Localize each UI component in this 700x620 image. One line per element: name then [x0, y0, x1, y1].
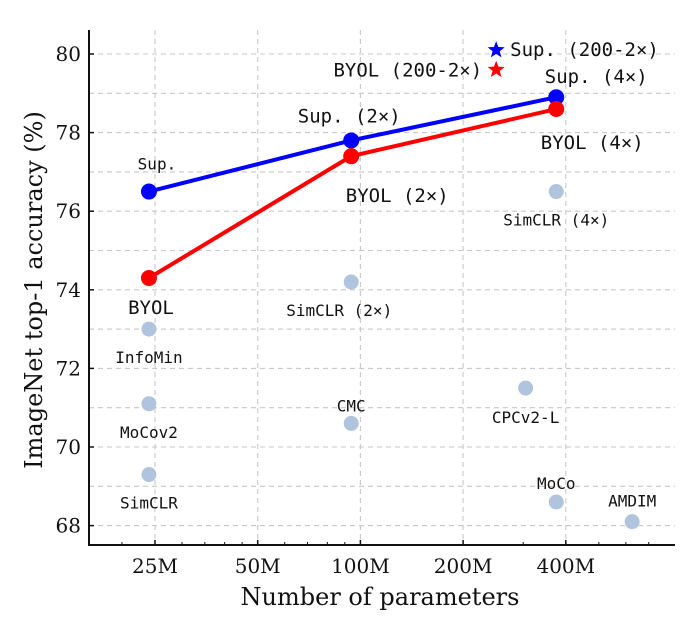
label-sup-2: Sup. (2×): [298, 105, 401, 127]
x-tick-label: 100M: [331, 554, 390, 578]
y-axis-title: ImageNet top-1 accuracy (%): [20, 111, 48, 469]
label-mocov2: MoCov2: [120, 423, 178, 442]
point-infomin: [141, 321, 157, 337]
star-marker-byol-200-2: [487, 60, 505, 77]
point-simclr-2: [343, 274, 359, 290]
y-tick-label: 70: [56, 435, 81, 459]
point-amdim: [624, 514, 640, 530]
label-cmc: CMC: [337, 396, 366, 415]
x-tick-label: 25M: [132, 554, 178, 578]
star-marker-sup-200-2: [487, 41, 505, 58]
label-simclr-4: SimCLR (4×): [503, 211, 609, 230]
point-mocov2: [141, 396, 157, 412]
point-sup: [140, 183, 157, 200]
x-tick-label: 200M: [434, 554, 493, 578]
y-tick-label: 72: [56, 356, 81, 380]
label-moco: MoCo: [537, 474, 576, 493]
label-amdim: AMDIM: [608, 492, 656, 511]
y-tick-label: 80: [56, 42, 81, 66]
point-simclr-4: [548, 184, 564, 200]
label-simclr-2: SimCLR (2×): [286, 301, 392, 320]
point-byol: [140, 270, 157, 287]
point-byol-2: [343, 148, 360, 165]
point-cpcv2-l: [518, 380, 534, 396]
data-points: [140, 41, 640, 530]
x-axis-title: Number of parameters: [241, 583, 520, 611]
label-cpcv2-l: CPCv2-L: [492, 408, 559, 427]
label-byol-200-2: BYOL (200-2×): [333, 60, 482, 82]
x-tick-label: 400M: [536, 554, 595, 578]
y-tick-label: 76: [56, 199, 81, 223]
point-simclr: [141, 467, 157, 483]
point-labels: InfoMin MoCov2 SimCLR SimCLR (2×) CMC SimCLR …: [115, 39, 659, 512]
label-sup: Sup.: [138, 155, 177, 174]
label-byol: BYOL: [128, 297, 174, 319]
label-sup-200-2: Sup. (200-2×): [510, 39, 659, 61]
point-byol-4: [548, 101, 565, 118]
y-tick-label: 78: [56, 121, 81, 145]
label-infomin: InfoMin: [115, 348, 182, 367]
y-tick-label: 74: [56, 278, 81, 302]
label-simclr: SimCLR: [120, 494, 178, 513]
label-sup-4: Sup. (4×): [545, 66, 648, 88]
point-sup-2: [343, 132, 360, 149]
point-sup-4: [548, 89, 565, 106]
y-tick-label: 68: [56, 514, 81, 538]
point-moco: [548, 494, 564, 510]
axes: 68 70 72 74 76 78 80 25M 50M 100M 200M 400M: [56, 30, 675, 578]
label-byol-2: BYOL (2×): [346, 185, 449, 207]
x-tick-label: 50M: [235, 554, 281, 578]
point-cmc: [343, 415, 359, 431]
label-byol-4: BYOL (4×): [541, 132, 644, 154]
